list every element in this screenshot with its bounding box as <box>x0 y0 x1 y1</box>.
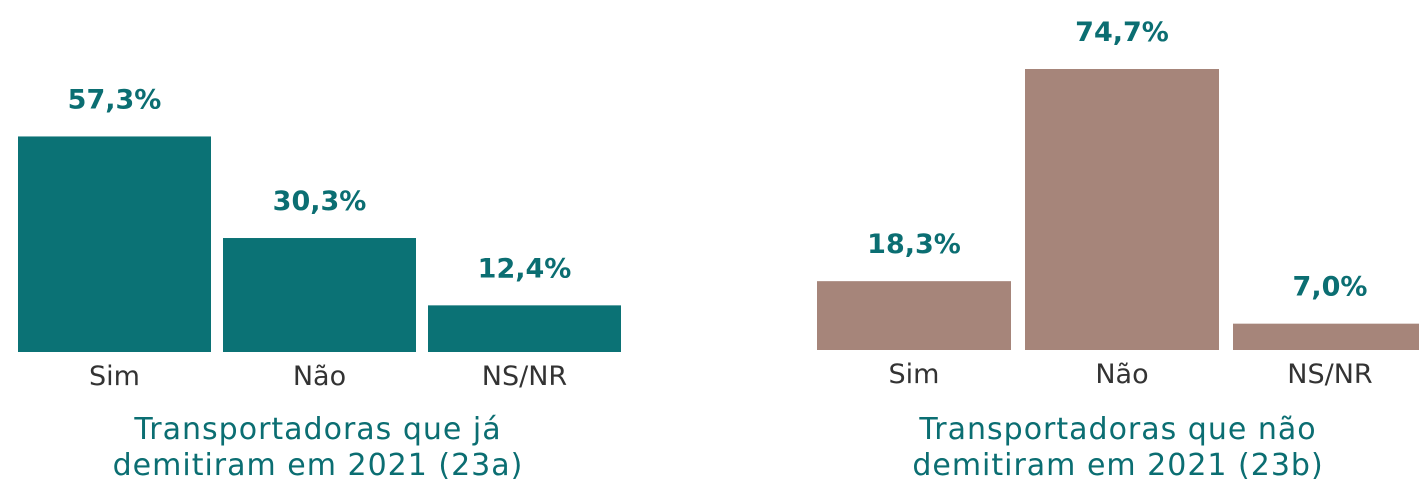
value-label: 7,0% <box>1293 272 1368 303</box>
bar <box>1233 323 1419 350</box>
bar <box>1025 69 1219 350</box>
category-label: Sim <box>889 359 940 390</box>
category-label: Não <box>293 361 346 392</box>
value-label: 12,4% <box>478 253 572 284</box>
chart-title: Transportadoras que não demitiram em 202… <box>912 412 1324 483</box>
chart-title: Transportadoras que já demitiram em 2021… <box>112 412 524 483</box>
category-label: Sim <box>89 361 140 392</box>
value-label: 18,3% <box>867 229 961 260</box>
value-label: 30,3% <box>273 186 367 217</box>
category-label: NS/NR <box>482 361 567 392</box>
category-label: Não <box>1095 359 1148 390</box>
category-label: NS/NR <box>1287 359 1372 390</box>
bar <box>223 238 416 352</box>
value-label: 57,3% <box>68 84 162 115</box>
bar <box>428 305 621 352</box>
value-label: 74,7% <box>1075 17 1169 48</box>
bar <box>18 136 211 352</box>
bar <box>817 281 1011 350</box>
